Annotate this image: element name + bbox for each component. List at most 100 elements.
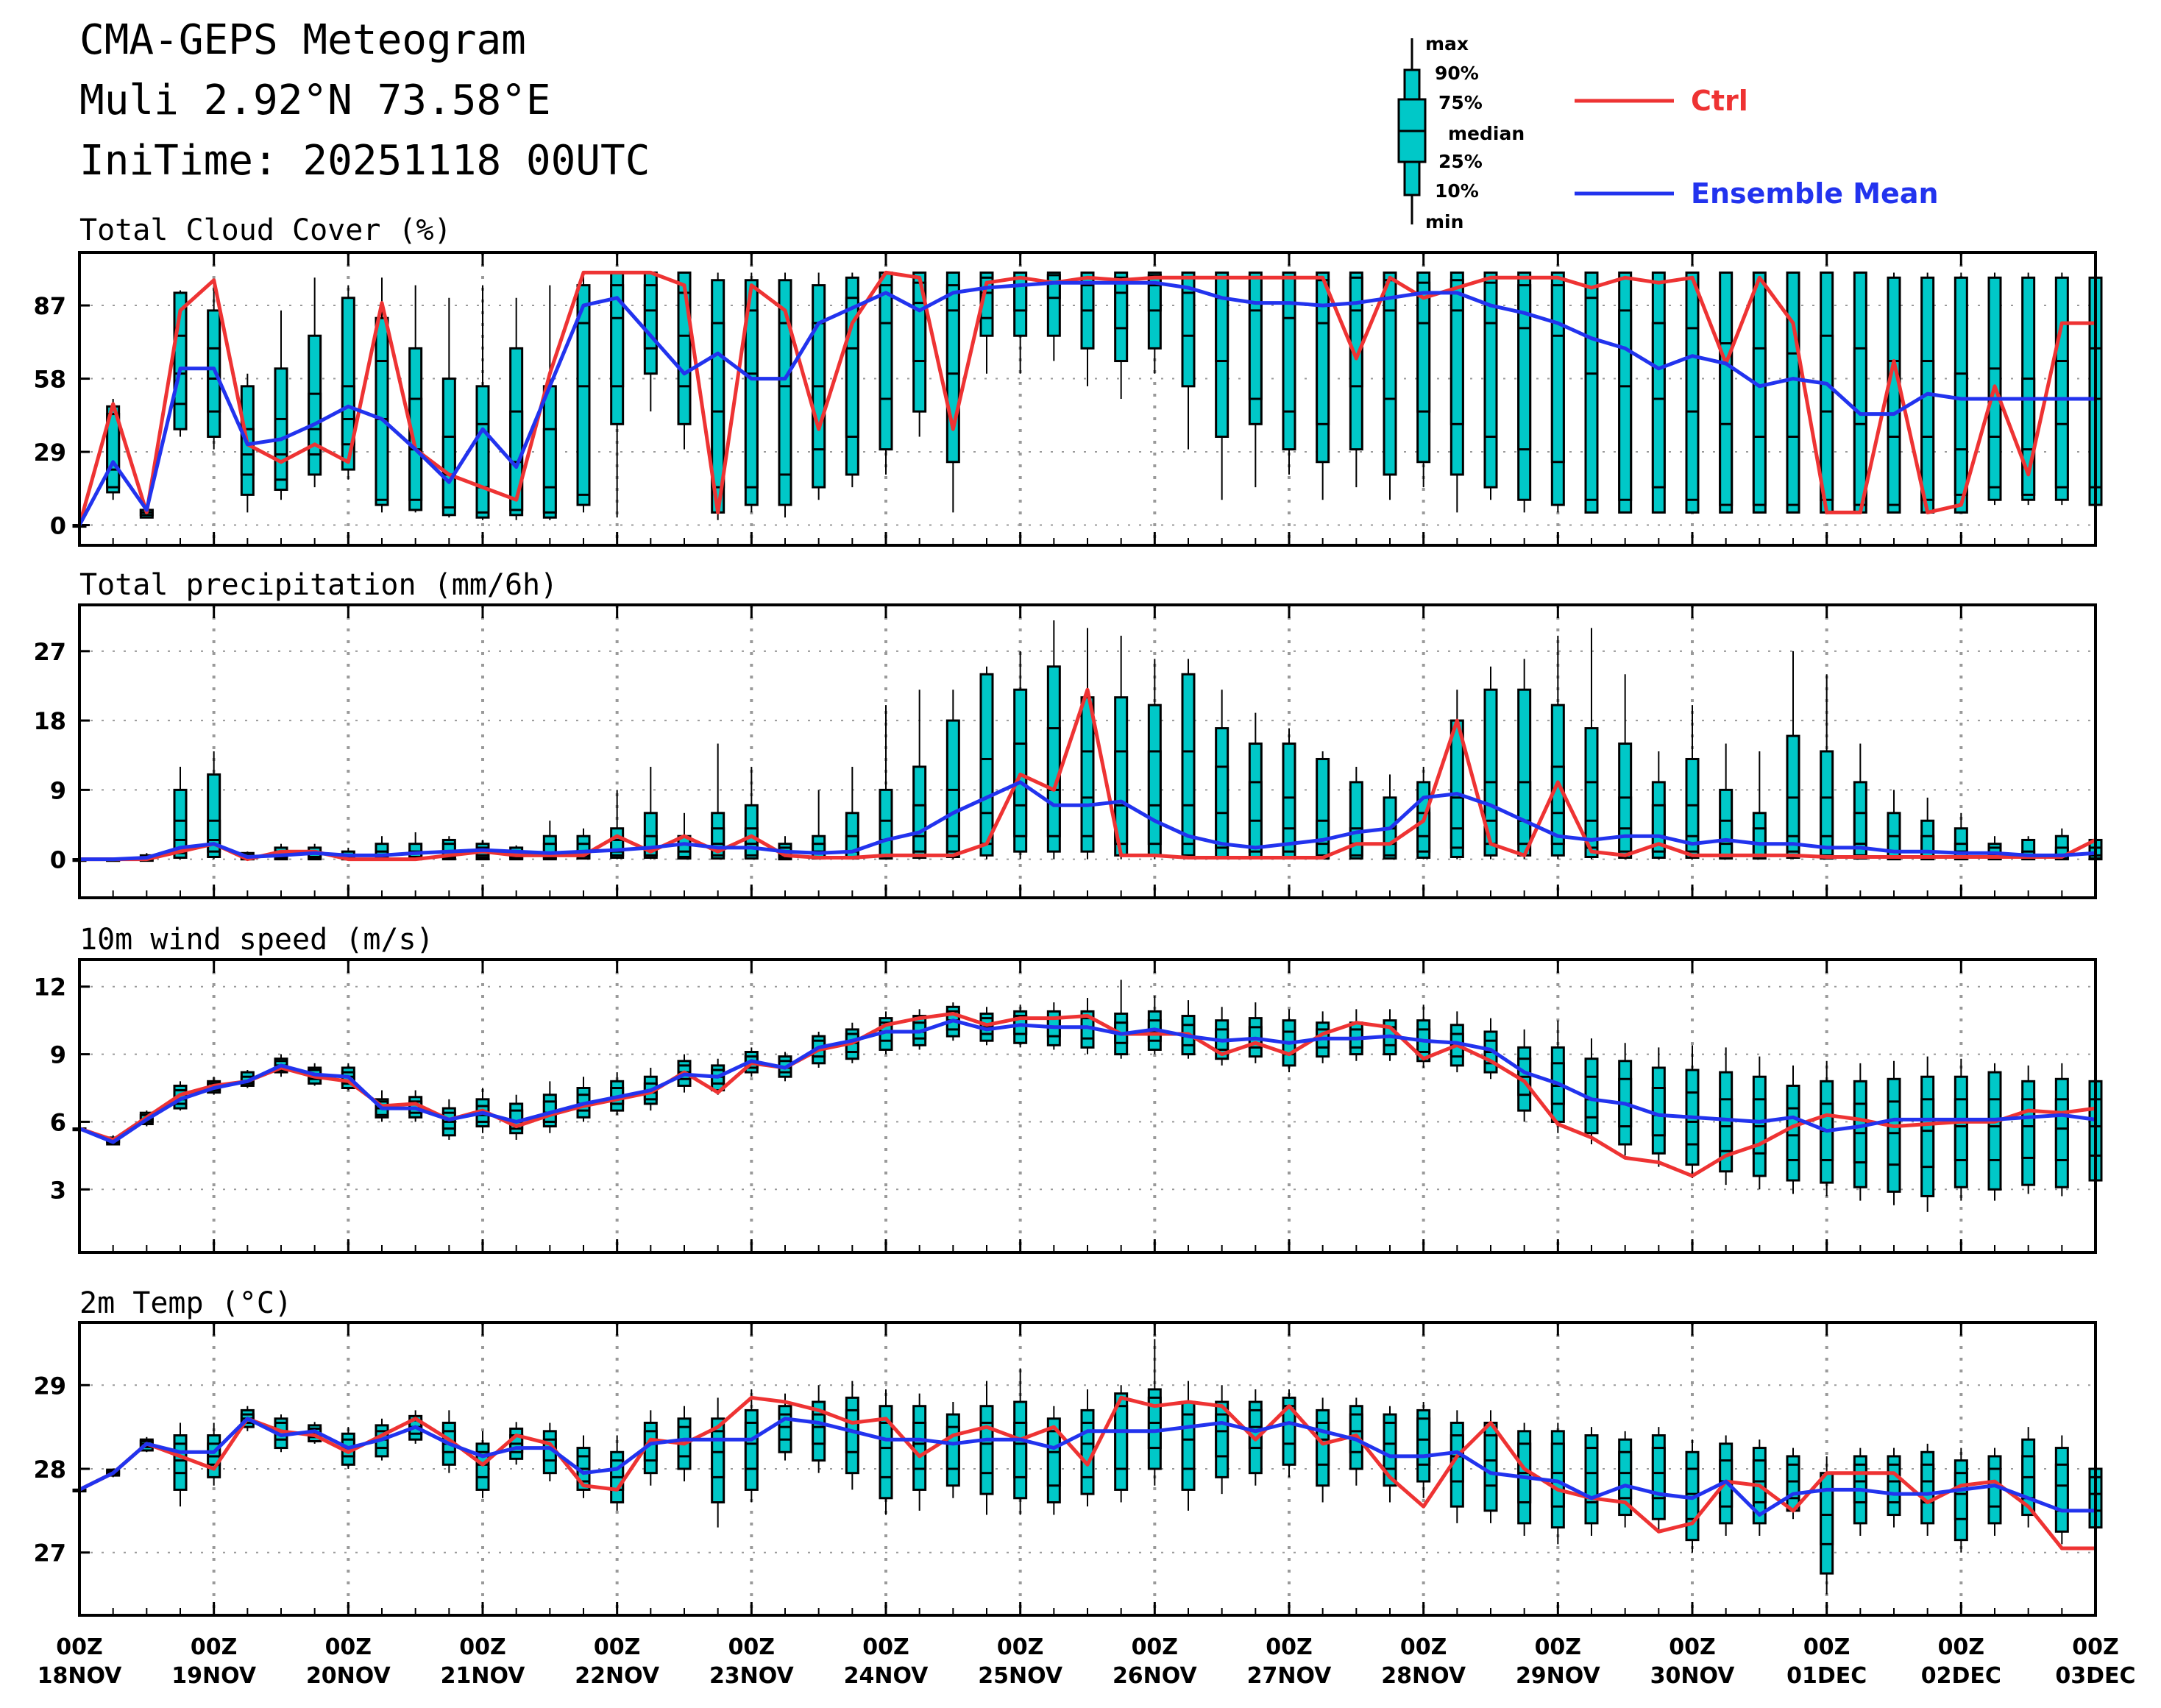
box-plot [1316,1397,1330,1503]
box-plot [1013,271,1028,374]
box-inner [1046,727,1061,837]
box-plot [207,1422,221,1486]
box-plot [1685,1045,1700,1178]
mean-series-line [78,1417,2096,1517]
box-plot [1383,774,1397,860]
box-inner [1719,819,1734,857]
box-inner [1114,276,1129,330]
box-inner [1282,276,1296,413]
box-plot [744,766,759,860]
box-plot [1584,271,1599,514]
box-plot [879,271,893,475]
init-time-label: IniTime: 20251118 00UTC [79,137,650,185]
box-plot [945,1402,960,1498]
box-inner [845,834,859,858]
box-plot [945,690,960,860]
x-tick-label-date: 21NOV [441,1663,526,1689]
panel-frame [78,603,2097,899]
box-plot [542,1081,557,1133]
box-inner [1449,796,1464,849]
box-plot [1449,690,1464,860]
box-plot [711,1397,725,1528]
box-inner [1954,1472,1968,1520]
box-inner [1449,279,1464,425]
box-plot [845,766,859,860]
box-plot [408,285,423,513]
box-inner [1013,1421,1028,1478]
box-plot [744,1389,759,1503]
legend-label-p75: 75% [1438,92,1483,113]
box-plot [1920,1056,1935,1212]
box-inner [912,1421,927,1470]
box-plot [1887,1060,1901,1205]
box-plot [1046,620,1061,860]
y-tick-label: 9 [50,1041,66,1069]
box-plot [1181,271,1196,450]
box-inner [1584,297,1599,501]
box-plot [1349,1009,1363,1061]
box-plot [979,1381,994,1515]
panel-2: 3 6 9 12 [33,958,2103,1254]
box-inner [778,322,792,476]
box-inner [375,360,389,501]
box-plot [375,277,389,513]
x-tick-label-time: 00Z [997,1634,1044,1660]
box-inner [610,838,625,857]
box-plot [879,705,893,860]
box-plot [1181,659,1196,860]
y-tick-label: 18 [33,707,66,735]
box-inner [610,284,625,388]
x-tick-label-date: 27NOV [1247,1663,1333,1689]
box-inner [1181,750,1196,846]
box-inner [1147,750,1162,846]
box-inner [1685,327,1700,501]
box-inner [1954,372,1968,496]
box-inner [879,284,893,400]
box-plot [1719,271,1734,514]
x-tick-label-date: 24NOV [844,1663,929,1689]
box-plot [173,766,188,860]
box-inner [1013,276,1028,312]
box-plot [1282,271,1296,475]
y-tick-label: 87 [33,292,66,320]
x-tick-label-date: 19NOV [171,1663,257,1689]
panel-0: 0 29 58 87 [33,251,2103,547]
box-plot [1786,271,1800,514]
legend-label-median: median [1448,123,1525,144]
box-plot [1517,1029,1532,1122]
x-tick-label-date: 01DEC [1786,1663,1867,1689]
box-inner [2021,378,2036,496]
box-plot [1651,1427,1666,1532]
box-plot [542,285,557,520]
box-plot [1483,271,1498,500]
panel-frame [78,958,2097,1254]
box-plot [1920,1443,1935,1536]
box-inner [711,1430,725,1478]
panel-frame [78,1321,2097,1617]
box-inner [1517,781,1532,846]
box-plot [1147,659,1162,860]
box-plot [1786,1065,1800,1194]
box-plot [1752,271,1767,514]
box-plot [509,1422,524,1465]
box-inner [1719,1098,1734,1152]
box-plot [1786,651,1800,860]
box-inner [1651,804,1666,853]
box-plot [1685,271,1700,514]
y-tick-label: 29 [33,439,66,467]
y-tick-label: 58 [33,366,66,394]
box-plot [610,1072,625,1116]
box-inner [812,1413,826,1445]
legend-label-p25: 25% [1438,151,1483,172]
box-inner [1820,334,1834,501]
box-plot [778,272,792,518]
box-inner [879,1421,893,1478]
box-inner [1786,352,1800,506]
box-inner [1584,1447,1599,1503]
y-tick-label: 27 [33,1539,66,1567]
box-plot [812,272,826,500]
box-plot [1080,1389,1095,1507]
mean-series-line [77,280,2096,526]
y-tick-label: 0 [50,846,66,874]
